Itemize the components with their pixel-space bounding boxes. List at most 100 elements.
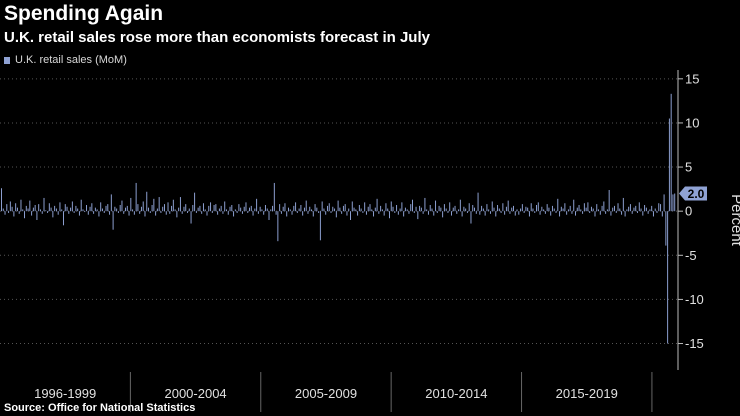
- bar: [280, 211, 282, 214]
- bar: [98, 211, 100, 217]
- y-tick-label: -10: [685, 292, 704, 307]
- bar: [633, 207, 635, 212]
- bar: [226, 209, 227, 212]
- bar: [525, 206, 527, 212]
- bar: [153, 198, 155, 212]
- bar: [644, 205, 646, 212]
- bar: [50, 207, 52, 212]
- bar: [224, 201, 226, 212]
- bar: [73, 211, 75, 213]
- bar: [241, 211, 243, 214]
- bar: [461, 211, 463, 217]
- bar: [117, 211, 119, 213]
- bar: [31, 211, 33, 216]
- bar: [479, 211, 481, 215]
- bar: [57, 211, 59, 215]
- bar: [45, 210, 47, 212]
- bar: [165, 211, 167, 215]
- bar: [598, 209, 600, 212]
- bar: [617, 203, 619, 212]
- bar: [486, 204, 488, 212]
- bar: [123, 211, 125, 214]
- bar: [456, 211, 458, 214]
- bar: [77, 208, 79, 212]
- bar: [452, 207, 454, 212]
- bar: [87, 211, 89, 215]
- bar: [488, 209, 490, 212]
- bar: [119, 205, 121, 212]
- bar: [284, 203, 286, 212]
- bar: [353, 207, 355, 212]
- bar: [194, 192, 196, 212]
- bar: [380, 205, 382, 212]
- bar: [578, 205, 580, 212]
- bar: [4, 211, 6, 215]
- bar: [130, 197, 132, 212]
- bar: [96, 209, 98, 212]
- bar: [252, 211, 254, 216]
- bar: [195, 211, 197, 213]
- bar: [25, 205, 27, 212]
- bar: [635, 205, 637, 212]
- bar: [256, 198, 258, 212]
- bar: [215, 204, 217, 212]
- value-callout: [679, 186, 707, 201]
- bar: [101, 208, 103, 212]
- bar: [590, 206, 592, 212]
- bar: [587, 202, 589, 212]
- y-tick-label: -5: [685, 248, 697, 263]
- bar: [612, 207, 614, 212]
- bar: [536, 205, 538, 212]
- y-tick-label: 0: [685, 204, 692, 219]
- bar: [350, 211, 351, 220]
- bar: [128, 211, 130, 216]
- bar: [36, 211, 38, 220]
- bar: [61, 209, 63, 212]
- bar: [34, 205, 36, 212]
- bar: [647, 211, 649, 214]
- bar: [273, 182, 275, 212]
- bar: [326, 205, 328, 212]
- bar: [637, 211, 638, 213]
- bar: [309, 206, 311, 212]
- bar: [357, 211, 359, 216]
- bar: [645, 207, 647, 212]
- bar: [403, 211, 405, 217]
- bar: [567, 209, 569, 212]
- bar: [615, 211, 617, 213]
- bar: [149, 211, 151, 213]
- bar: [631, 211, 633, 214]
- bar: [114, 206, 116, 212]
- bar: [576, 207, 578, 212]
- bar: [71, 201, 73, 212]
- chart-title: Spending Again: [4, 2, 164, 25]
- bar: [367, 206, 369, 212]
- bar: [521, 204, 523, 212]
- bar: [86, 205, 88, 212]
- y-tick-label: 5: [685, 160, 692, 175]
- bar: [465, 208, 467, 212]
- bar: [470, 211, 472, 224]
- bar: [133, 211, 135, 215]
- bar: [629, 204, 631, 212]
- bar: [139, 211, 141, 214]
- bar: [516, 209, 518, 212]
- bar: [211, 211, 213, 213]
- bar: [513, 205, 514, 212]
- bar: [440, 207, 442, 212]
- bar: [137, 204, 139, 212]
- bar: [559, 211, 561, 217]
- bar: [305, 200, 307, 212]
- bar: [422, 211, 424, 214]
- bar: [415, 206, 417, 212]
- bar: [201, 211, 203, 214]
- bar: [514, 211, 516, 216]
- bar: [481, 205, 483, 212]
- bar: [266, 208, 268, 212]
- bar: [661, 211, 663, 217]
- bar: [218, 208, 220, 212]
- bar: [438, 205, 440, 212]
- bar: [337, 200, 339, 212]
- x-tick-label: 2000-2004: [164, 386, 226, 401]
- bar: [429, 205, 431, 212]
